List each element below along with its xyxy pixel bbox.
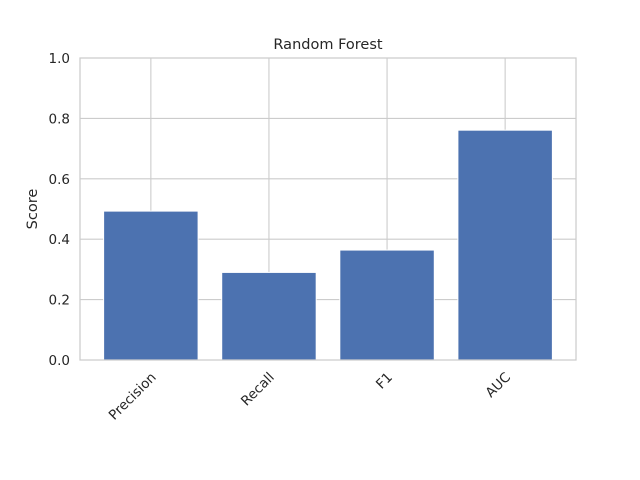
x-tick-label: F1 bbox=[373, 370, 396, 393]
y-tick-labels: 0.0 0.2 0.4 0.6 0.8 1.0 bbox=[49, 51, 70, 369]
x-tick-labels: Precision Recall F1 AUC bbox=[106, 370, 514, 424]
x-tick-label: Recall bbox=[238, 370, 278, 410]
x-tick-label: Precision bbox=[106, 370, 160, 424]
bar-f1 bbox=[339, 249, 435, 361]
axes-frame bbox=[79, 57, 577, 361]
y-tick-label: 0.4 bbox=[49, 232, 70, 248]
chart-title: Random Forest bbox=[273, 37, 382, 53]
y-tick-label: 0.6 bbox=[49, 172, 70, 188]
bar-auc bbox=[457, 129, 553, 361]
y-axis-label: Score bbox=[25, 189, 41, 230]
x-tick-label: AUC bbox=[482, 370, 513, 401]
bars bbox=[103, 129, 553, 361]
bar-precision bbox=[103, 210, 199, 361]
y-tick-label: 0.0 bbox=[49, 353, 70, 369]
y-tick-label: 1.0 bbox=[49, 51, 70, 67]
bar-recall bbox=[221, 271, 317, 361]
y-tick-label: 0.8 bbox=[49, 111, 70, 127]
y-tick-label: 0.2 bbox=[49, 293, 70, 309]
